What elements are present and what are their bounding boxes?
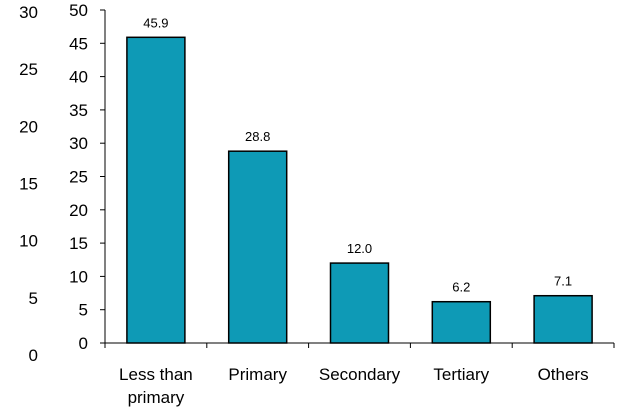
bar (329, 262, 390, 344)
secondary-y-tick-label: 30 (19, 3, 38, 22)
data-label: 6.2 (452, 280, 470, 295)
bar (126, 36, 186, 344)
x-axis: Less than primary Primary Secondary Tertiary… (104, 342, 615, 407)
data-label: 28.8 (245, 129, 270, 144)
x-tick-label: Primary (228, 365, 287, 384)
y-tick-label: 45 (69, 34, 88, 53)
y-tick-label: 30 (69, 134, 88, 153)
data-label: 7.1 (554, 274, 572, 289)
y-tick-label: 40 (69, 68, 88, 87)
y-tick-label: 35 (69, 101, 88, 120)
y-tick-label: 10 (69, 267, 88, 286)
secondary-y-tick-label: 0 (29, 346, 38, 365)
y-tick-label: 20 (69, 201, 88, 220)
y-tick-label: 5 (79, 301, 88, 320)
secondary-y-tick-label: 10 (19, 232, 38, 251)
secondary-y-tick-label: 25 (19, 60, 38, 79)
secondary-y-tick-label: 20 (19, 117, 38, 136)
y-tick-label: 15 (69, 234, 88, 253)
x-tick-label: Less than primary (119, 365, 193, 407)
bar (227, 150, 288, 344)
data-label: 45.9 (143, 15, 168, 30)
data-label: 12.0 (347, 241, 372, 256)
y-tick-label: 25 (69, 168, 88, 187)
secondary-y-tick-label: 5 (29, 289, 38, 308)
x-tick-label: Tertiary (433, 365, 489, 384)
x-tick-label: Others (538, 365, 589, 384)
secondary-y-tick-label: 15 (19, 175, 38, 194)
y-tick-label: 0 (79, 334, 88, 353)
x-tick-label: Secondary (319, 365, 401, 384)
bars: 45.9 28.8 12.0 6.2 7.1 (126, 15, 593, 344)
y-axis: 0 5 10 15 20 25 30 35 40 45 50 (69, 1, 106, 353)
bar (533, 294, 593, 344)
bar (431, 300, 492, 344)
secondary-y-axis-ticks: 0 5 10 15 20 25 30 (19, 3, 38, 365)
y-tick-label: 50 (69, 1, 88, 20)
